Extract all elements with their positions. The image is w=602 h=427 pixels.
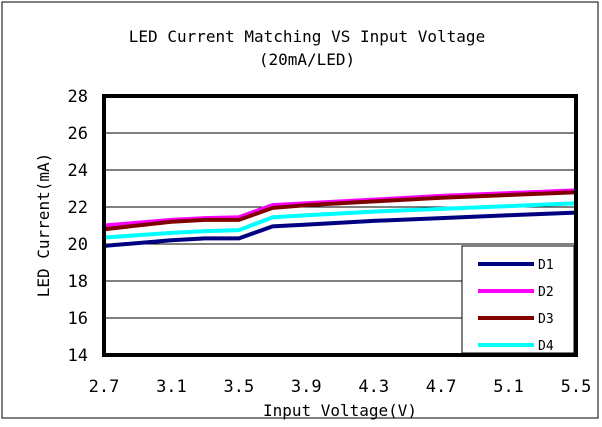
x-axis-ticks: 2.7 3.1 3.5 3.9 4.3 4.7 5.1 5.5	[89, 377, 592, 397]
legend: D1 D2 D3 D4	[461, 245, 575, 354]
plot-area-frame	[102, 94, 578, 357]
legend-label-d3: D3	[538, 312, 554, 327]
x-tick-label: 3.1	[156, 377, 187, 397]
x-axis-label: Input Voltage(V)	[263, 401, 417, 420]
x-tick-label: 4.3	[358, 377, 389, 397]
x-tick-label: 2.7	[89, 377, 120, 397]
y-axis-ticks: 14 16 18 20 22 24 26 28	[68, 87, 88, 366]
x-tick-label: 5.1	[493, 377, 524, 397]
series-lines	[102, 188, 578, 248]
legend-label-d1: D1	[538, 258, 554, 273]
y-tick-label: 28	[68, 87, 88, 107]
y-tick-label: 14	[68, 346, 88, 366]
series-line-d3	[102, 190, 578, 232]
x-tick-label: 5.5	[561, 377, 592, 397]
x-tick-label: 3.5	[223, 377, 254, 397]
y-tick-label: 18	[68, 272, 88, 292]
series-line-d4	[102, 201, 578, 240]
y-tick-label: 24	[68, 161, 88, 181]
legend-label-d2: D2	[538, 285, 554, 300]
y-tick-label: 16	[68, 309, 88, 329]
chart-subtitle: (20mA/LED)	[259, 50, 355, 69]
legend-label-d4: D4	[538, 339, 554, 354]
y-tick-label: 20	[68, 235, 88, 255]
y-tick-label: 26	[68, 124, 88, 144]
y-axis-label: LED Current(mA)	[34, 153, 53, 298]
x-tick-label: 3.9	[291, 377, 322, 397]
chart-title: LED Current Matching VS Input Voltage	[129, 27, 485, 46]
y-tick-label: 22	[68, 198, 88, 218]
x-tick-label: 4.7	[426, 377, 457, 397]
series-line-d1	[102, 210, 578, 248]
